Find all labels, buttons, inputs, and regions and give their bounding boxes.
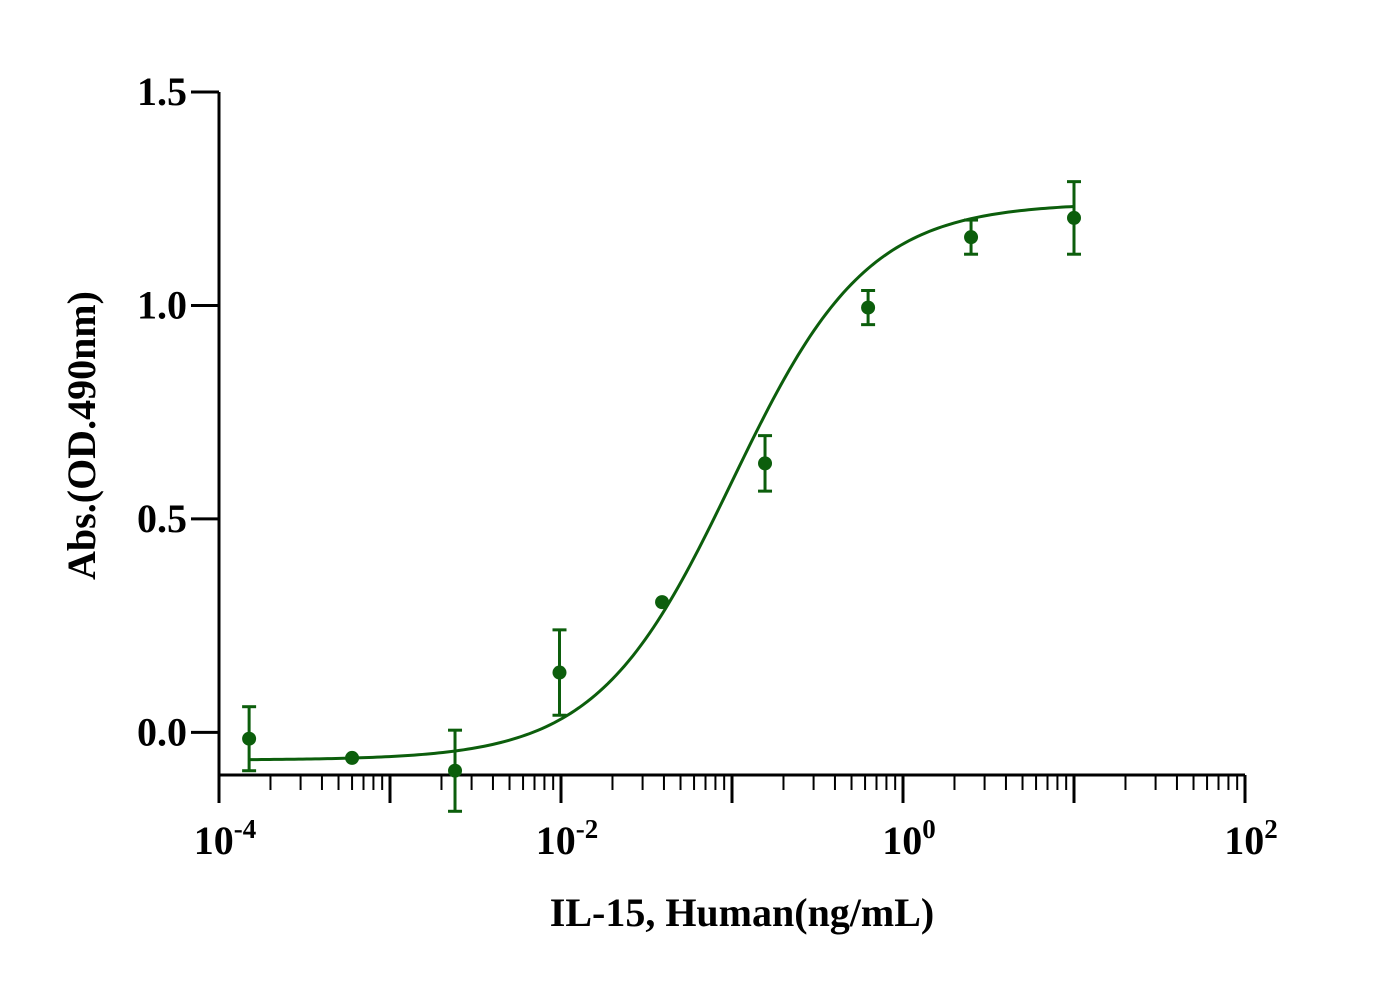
data-point (964, 230, 979, 245)
x-tick-label: 10-4 (194, 814, 257, 863)
data-point (448, 763, 463, 778)
x-tick-label: 100 (882, 814, 936, 863)
y-tick-label: 0.5 (137, 496, 187, 541)
y-axis-title: Abs.(OD.490nm) (59, 291, 104, 580)
x-tick-exponent: -4 (234, 814, 257, 844)
x-tick-base: 10 (194, 818, 234, 863)
data-point (1067, 210, 1081, 225)
axes (217, 92, 1245, 777)
data-points (242, 180, 1081, 813)
x-tick-exponent: 2 (1264, 814, 1278, 844)
data-point (758, 456, 773, 471)
x-tick-exponent: 0 (922, 814, 936, 844)
y-tick-label: 1.5 (137, 69, 187, 114)
x-tick-label: 10-2 (536, 814, 599, 863)
data-point (861, 300, 876, 315)
x-tick-exponent: -2 (576, 814, 599, 844)
fit-curve-group (249, 204, 1075, 762)
ticks: 0.00.51.01.510-4 10-2 100 102 (137, 69, 1278, 863)
y-tick-label: 1.0 (137, 282, 187, 327)
fit-curve (249, 204, 1075, 762)
data-point (242, 731, 257, 746)
x-tick-label: 102 (1224, 814, 1278, 863)
data-point (552, 665, 567, 680)
y-tick-label: 0.0 (137, 709, 187, 754)
x-tick-base: 10 (536, 818, 576, 863)
x-tick-base: 10 (882, 818, 922, 863)
data-point (345, 750, 360, 765)
data-point (655, 595, 670, 610)
x-axis-title: IL-15, Human(ng/mL) (550, 890, 935, 935)
x-tick-base: 10 (1224, 818, 1264, 863)
